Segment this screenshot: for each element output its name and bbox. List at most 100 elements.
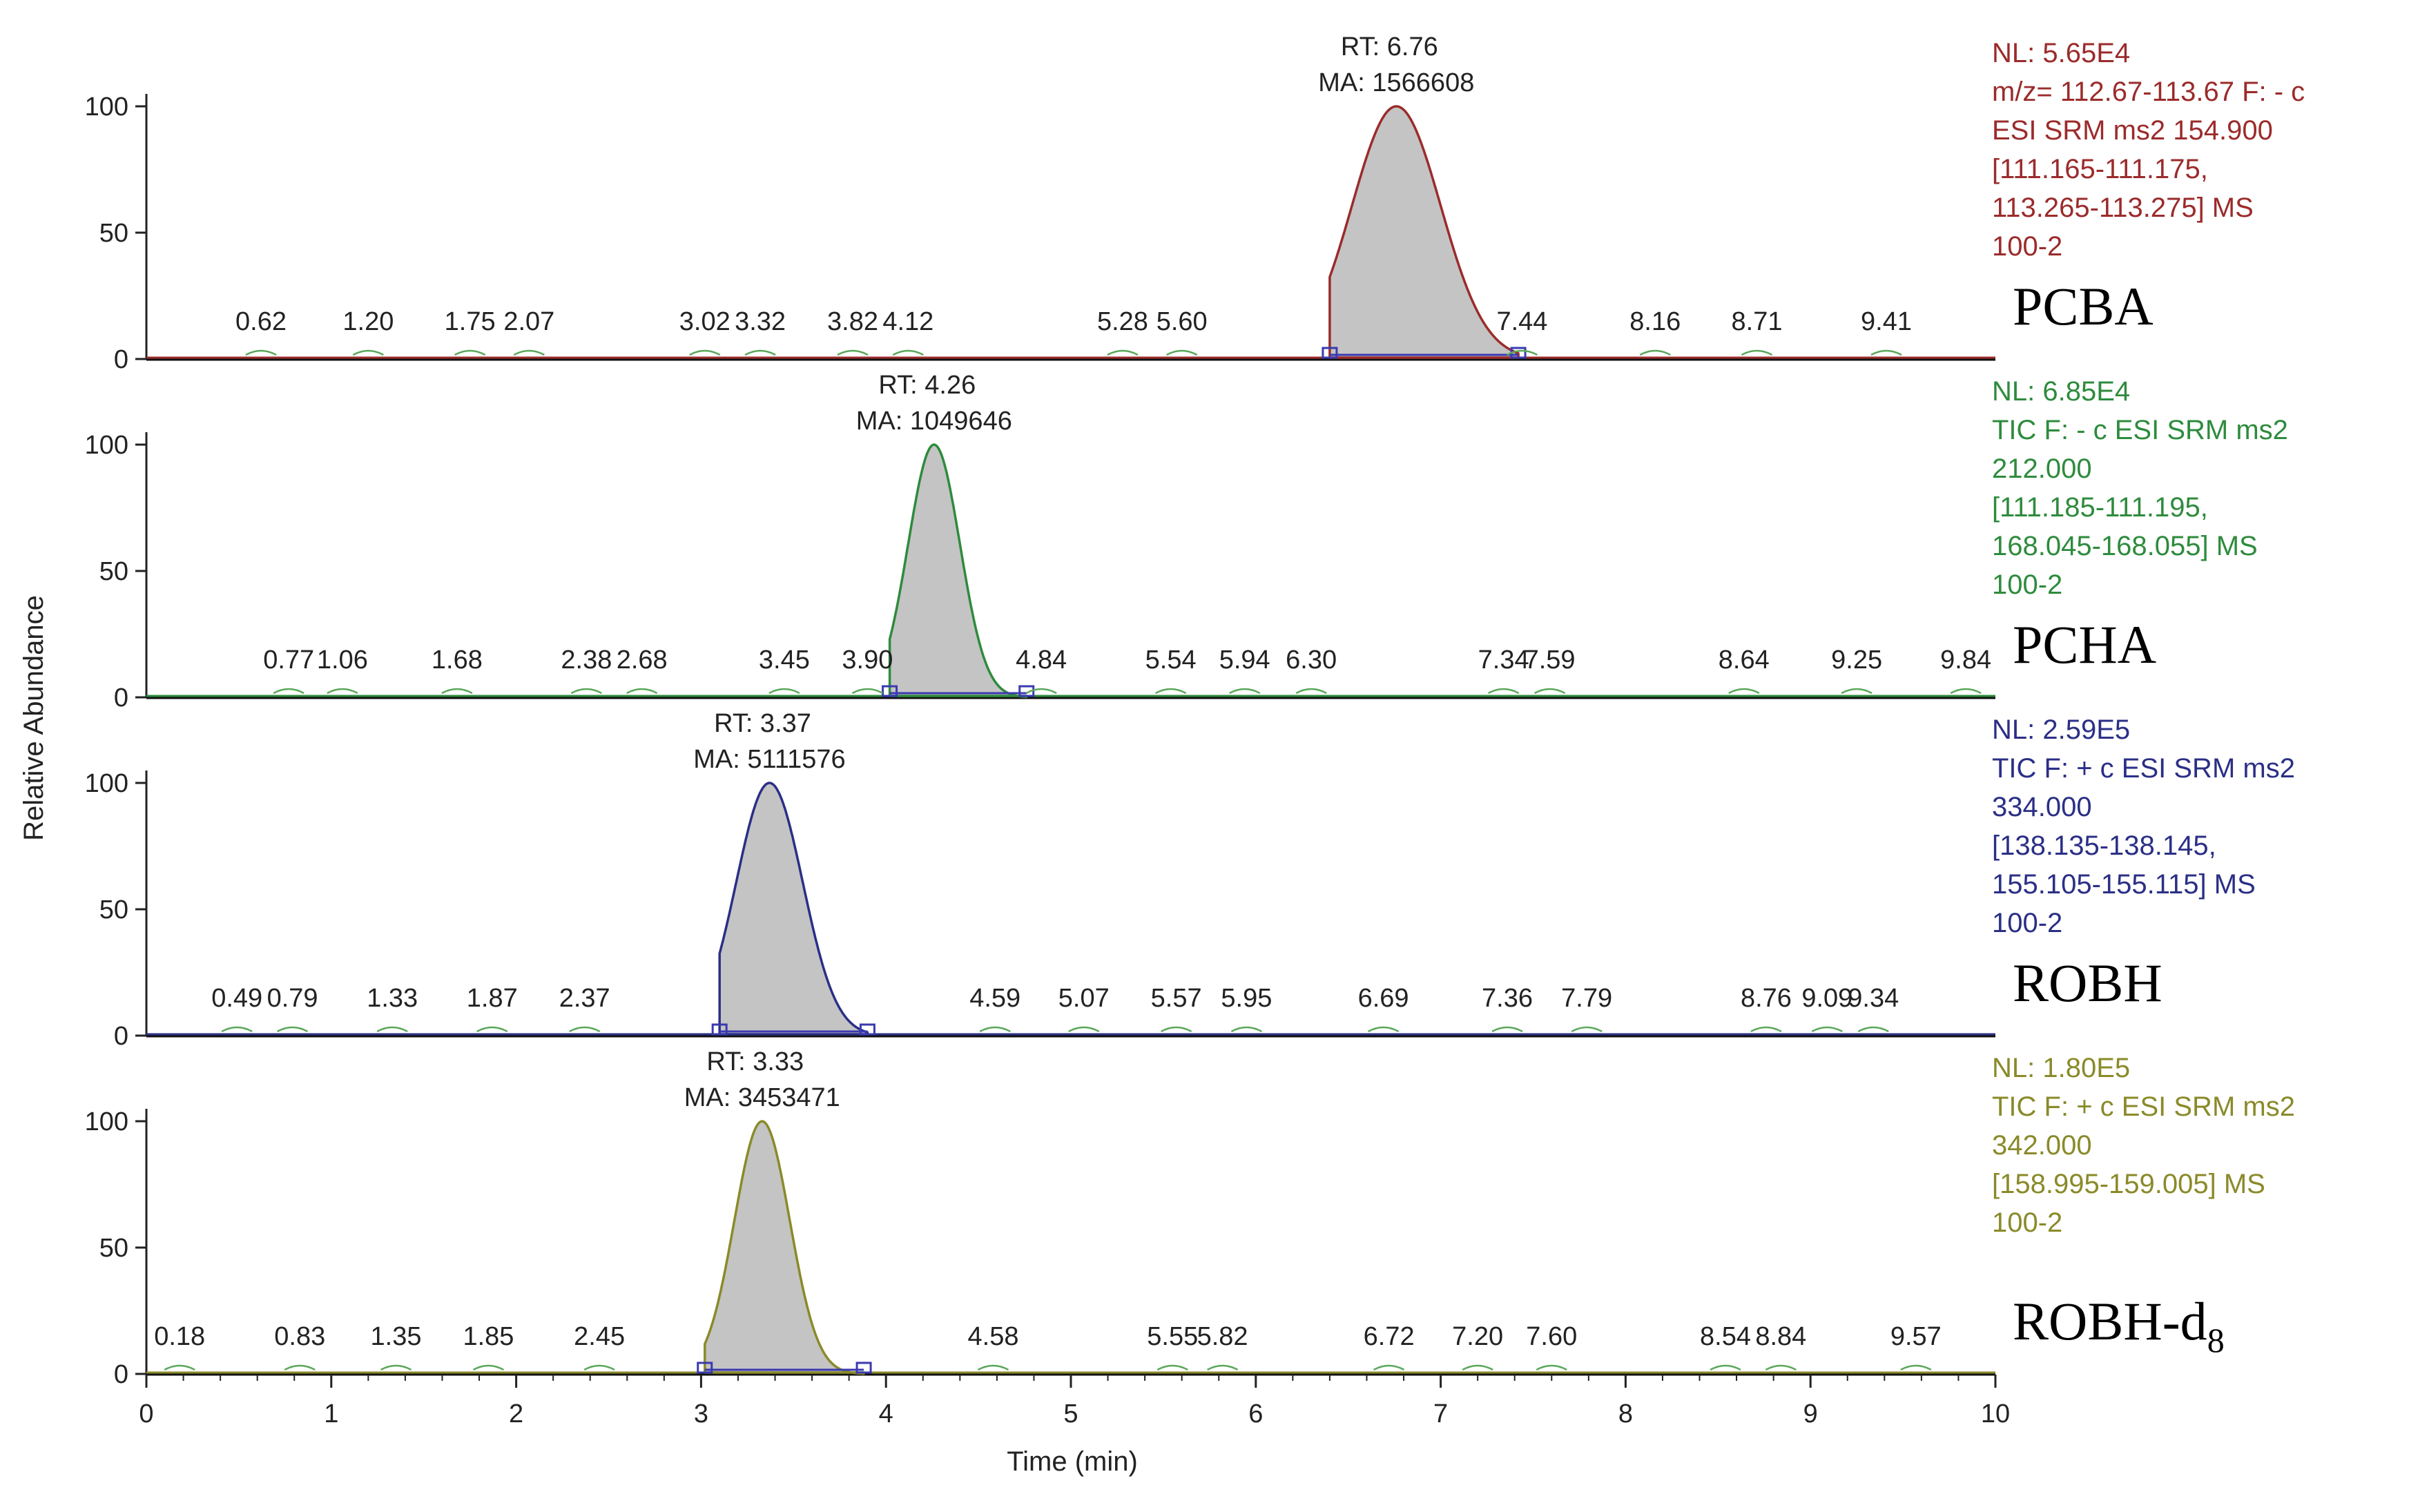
y-axis-title: Relative Abundance (19, 595, 49, 841)
minor-peak-label: 8.84 (1755, 1322, 1806, 1351)
noise-peak (276, 1026, 309, 1033)
integration-marker (855, 1361, 872, 1374)
minor-peak-label: 0.77 (263, 646, 314, 675)
minor-peak-label: 5.57 (1151, 984, 1202, 1013)
noise-peak (837, 349, 869, 356)
y-tick-label: 100 (85, 769, 128, 798)
noise-peak (1295, 688, 1327, 695)
noise-peak (1870, 349, 1902, 356)
peak-area-label: MA: 5111576 (693, 745, 845, 774)
noise-peak (380, 1364, 412, 1371)
noise-peak (1900, 1364, 1932, 1371)
noise-peak (1728, 688, 1760, 695)
noise-peak (1025, 688, 1057, 695)
x-tick-label: 8 (1618, 1399, 1633, 1428)
info-line: 100-2 (1992, 908, 2062, 938)
y-tick-label: 100 (85, 1107, 128, 1136)
minor-peak-label: 5.07 (1058, 984, 1110, 1013)
peak-rt-label: RT: 3.37 (714, 709, 811, 738)
y-tick-label: 0 (114, 1022, 128, 1051)
x-tick-label: 3 (694, 1399, 708, 1428)
minor-peak-label: 4.59 (969, 984, 1020, 1013)
panel-pcba: 0 50 100 RT: 6.76 MA: 1566608 0.62 1.20 1.75 2.0… (85, 32, 2305, 374)
noise-peak (441, 688, 473, 695)
minor-peak-label: 9.41 (1861, 307, 1912, 336)
info-line: NL: 2.59E5 (1992, 715, 2130, 745)
integration-marker (697, 1361, 713, 1374)
noise-peak (851, 688, 884, 695)
minor-peak-label: 0.49 (211, 984, 262, 1013)
peak-rt-label: RT: 6.76 (1341, 32, 1438, 61)
noise-peak (1857, 1026, 1889, 1033)
minor-peak-label: 1.33 (367, 984, 418, 1013)
info-line: [111.185-111.195, (1992, 492, 2208, 523)
peak-area (704, 1120, 865, 1375)
info-line: 113.265-113.275] MS (1992, 193, 2254, 223)
noise-peak (1207, 1364, 1239, 1371)
minor-peak-label: 6.30 (1286, 646, 1337, 675)
info-line: NL: 1.80E5 (1992, 1053, 2130, 1083)
noise-peak (284, 1364, 316, 1371)
panel-robh-d8: 0 50 100 RT: 3.33 MA: 3453471 0.18 0.83 1.35 1.8… (85, 1047, 2295, 1389)
info-line: NL: 5.65E4 (1992, 38, 2130, 68)
minor-peak-label: 1.85 (463, 1322, 514, 1351)
info-line: TIC F: + c ESI SRM ms2 (1992, 1092, 2295, 1122)
info-line: TIC F: - c ESI SRM ms2 (1992, 415, 2288, 445)
y-tick-label: 0 (114, 1360, 128, 1389)
noise-peak (376, 1026, 408, 1033)
noise-peak (1536, 1364, 1567, 1371)
minor-peak-label: 2.07 (503, 307, 554, 336)
minor-peak-label: 3.02 (679, 307, 730, 336)
noise-peak (1373, 1364, 1405, 1371)
y-tick-label: 100 (85, 93, 128, 122)
info-line: 168.045-168.055] MS (1992, 531, 2258, 561)
minor-peak-label: 4.84 (1016, 646, 1067, 675)
minor-peak-label: 8.16 (1629, 307, 1681, 336)
minor-peak-label: 0.62 (235, 307, 287, 336)
peak-area (888, 443, 1028, 699)
minor-peak-label: 5.55 (1147, 1322, 1198, 1351)
minor-peak-label: 5.94 (1219, 646, 1270, 675)
info-line: [111.165-111.175, (1992, 154, 2208, 184)
minor-peak-label: 3.32 (735, 307, 786, 336)
integration-marker (1322, 347, 1338, 359)
minor-peak-label: 7.20 (1452, 1322, 1503, 1351)
noise-peak (570, 688, 602, 695)
noise-peak (1506, 349, 1538, 356)
noise-peak (768, 688, 800, 695)
minor-peak-label: 9.57 (1890, 1322, 1942, 1351)
minor-peak-label: 9.34 (1848, 984, 1899, 1013)
noise-peak (892, 349, 924, 356)
noise-peak (1161, 1026, 1192, 1033)
minor-peak-label: 1.68 (432, 646, 483, 675)
minor-peak-label: 7.60 (1526, 1322, 1577, 1351)
minor-peak-label: 9.09 (1801, 984, 1852, 1013)
compound-name: ROBH (2013, 953, 2162, 1013)
minor-peak-label: 8.71 (1732, 307, 1783, 336)
y-tick-label: 50 (99, 895, 128, 924)
minor-peak-label: 1.87 (467, 984, 518, 1013)
noise-peak (245, 349, 277, 356)
x-tick-label: 7 (1433, 1399, 1448, 1428)
noise-peak (689, 349, 721, 356)
noise-peak (1488, 688, 1520, 695)
compound-subscript: 8 (2207, 1321, 2225, 1359)
x-tick-label: 9 (1803, 1399, 1818, 1428)
info-line: m/z= 112.67-113.67 F: - c (1992, 77, 2305, 107)
minor-peak-label: 5.60 (1157, 307, 1208, 336)
minor-peak-label: 3.82 (827, 307, 878, 336)
compound-name: ROBH-d8 (2013, 1291, 2225, 1359)
noise-peak (626, 688, 658, 695)
x-tick-label: 10 (1981, 1399, 2010, 1428)
y-tick-label: 0 (114, 345, 128, 374)
compound-label: ROBH-d (2013, 1291, 2207, 1351)
minor-peak-label: 2.37 (559, 984, 610, 1013)
noise-peak (1367, 1026, 1400, 1033)
minor-peak-label: 7.44 (1496, 307, 1547, 336)
noise-peak (1571, 1026, 1603, 1033)
x-tick-label: 4 (879, 1399, 893, 1428)
info-line: 334.000 (1992, 792, 2092, 822)
minor-peak-label: 7.34 (1478, 646, 1529, 675)
noise-peak (1741, 349, 1773, 356)
peak-area (1328, 105, 1520, 359)
